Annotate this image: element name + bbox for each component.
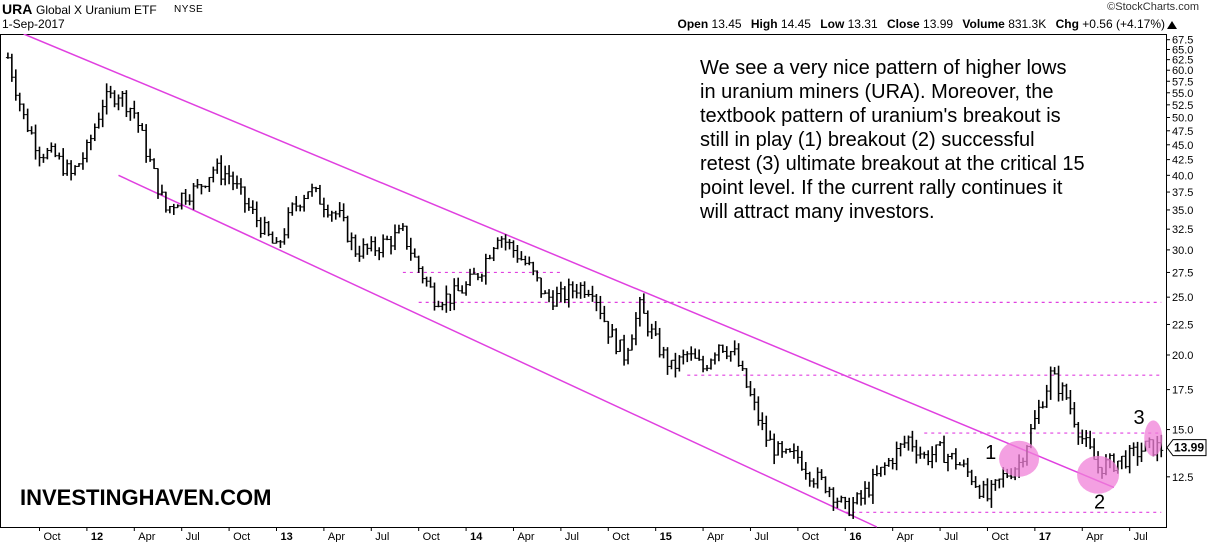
annotation-number: 1 <box>985 442 996 464</box>
x-tick-label: Oct <box>991 531 1008 542</box>
x-tick-label: Oct <box>802 531 819 542</box>
exchange: NYSE <box>174 4 204 15</box>
y-tick-label: 12.5 <box>1172 472 1193 484</box>
close-value: 13.99 <box>923 17 954 31</box>
x-tick-label: Jul <box>186 531 200 542</box>
low-label: Low <box>820 17 845 31</box>
x-tick-label: 13 <box>280 531 292 542</box>
close-label: Close <box>887 17 920 31</box>
last-price-label: 13.99 <box>1174 441 1204 455</box>
x-tick-label: Jul <box>565 531 579 542</box>
y-tick-label: 32.5 <box>1172 224 1193 236</box>
x-tick-label: Apr <box>707 531 724 542</box>
y-tick-label: 65.0 <box>1172 44 1193 56</box>
x-tick-label: Apr <box>897 531 914 542</box>
volume-label: Volume <box>962 17 1005 31</box>
y-tick-label: 30.0 <box>1172 245 1193 257</box>
x-tick-label: 17 <box>1039 531 1051 542</box>
x-tick-label: 12 <box>91 531 103 542</box>
ticker-symbol: URA <box>2 1 33 17</box>
ohlc-readout: Open 13.45 High 14.45 Low 13.31 Close 13… <box>672 17 1166 31</box>
volume-value: 831.3K <box>1008 17 1047 31</box>
annotation-number: 3 <box>1133 407 1144 429</box>
y-tick-label: 27.5 <box>1172 267 1193 279</box>
open-label: Open <box>677 17 709 31</box>
y-tick-label: 45.0 <box>1172 140 1193 152</box>
x-tick-label: Jul <box>375 531 389 542</box>
open-value: 13.45 <box>711 17 742 31</box>
y-tick-label: 22.5 <box>1172 319 1193 331</box>
y-tick-label: 60.0 <box>1172 65 1193 77</box>
x-tick-label: Jul <box>944 531 958 542</box>
last-price-tag <box>1166 439 1207 457</box>
y-tick-label: 47.5 <box>1172 126 1193 138</box>
y-tick-label: 62.5 <box>1172 55 1193 67</box>
x-tick-label: Apr <box>517 531 534 542</box>
y-tick-label: 40.0 <box>1172 170 1193 182</box>
up-arrow-icon <box>1167 21 1177 29</box>
y-tick-label: 57.5 <box>1172 76 1193 88</box>
x-tick-label: Oct <box>423 531 440 542</box>
chart-date: 1-Sep-2017 <box>2 17 65 31</box>
y-tick-label: 20.0 <box>1172 350 1193 362</box>
highlight-circle <box>1077 455 1120 494</box>
channel-line-lower <box>118 174 878 528</box>
highlight-circle <box>999 440 1040 477</box>
y-tick-label: 50.0 <box>1172 112 1193 124</box>
x-tick-label: 16 <box>849 531 861 542</box>
annotation-note: We see a very nice pattern of higher low… <box>700 57 1085 223</box>
y-tick-label: 35.0 <box>1172 205 1193 217</box>
chg-value: +0.56 (+4.17%) <box>1082 17 1165 31</box>
high-value: 14.45 <box>780 17 811 31</box>
x-tick-label: Apr <box>328 531 345 542</box>
x-tick-label: Oct <box>233 531 250 542</box>
plot-frame <box>0 34 1167 528</box>
y-tick-label: 42.5 <box>1172 155 1193 167</box>
annotation-number: 2 <box>1094 492 1105 514</box>
x-tick-label: 14 <box>470 531 483 542</box>
y-tick-label: 15.0 <box>1172 425 1193 437</box>
watermark-brand: INVESTINGHAVEN.COM <box>20 485 272 510</box>
x-tick-label: Apr <box>1086 531 1103 542</box>
y-tick-label: 17.5 <box>1172 385 1193 397</box>
y-tick-label: 25.0 <box>1172 292 1193 304</box>
y-tick-label: 55.0 <box>1172 88 1193 100</box>
chg-label: Chg <box>1055 17 1079 31</box>
x-tick-label: Jul <box>1134 531 1148 542</box>
chart-header: URA Global X Uranium ETF NYSE 1-Sep-2017… <box>0 0 1207 34</box>
low-value: 13.31 <box>847 17 878 31</box>
x-tick-label: Oct <box>43 531 60 542</box>
x-tick-label: Jul <box>754 531 768 542</box>
x-tick-label: 15 <box>660 531 672 542</box>
stockcharts-brand: ©StockCharts.com <box>1107 1 1199 13</box>
y-tick-label: 52.5 <box>1172 100 1193 112</box>
x-tick-label: Apr <box>138 531 155 542</box>
ticker-name: Global X Uranium ETF <box>36 3 157 17</box>
highlight-circle <box>1144 420 1163 457</box>
y-tick-label: 37.5 <box>1172 187 1193 199</box>
channel-line-upper <box>23 34 1115 489</box>
high-label: High <box>750 17 778 31</box>
x-tick-label: Oct <box>612 531 629 542</box>
y-tick-label: 67.5 <box>1172 35 1193 47</box>
price-chart: 12.5 15.0 17.5 20.0 22.5 25.0 27.5 30.0 32.5 35.0… <box>0 34 1207 542</box>
